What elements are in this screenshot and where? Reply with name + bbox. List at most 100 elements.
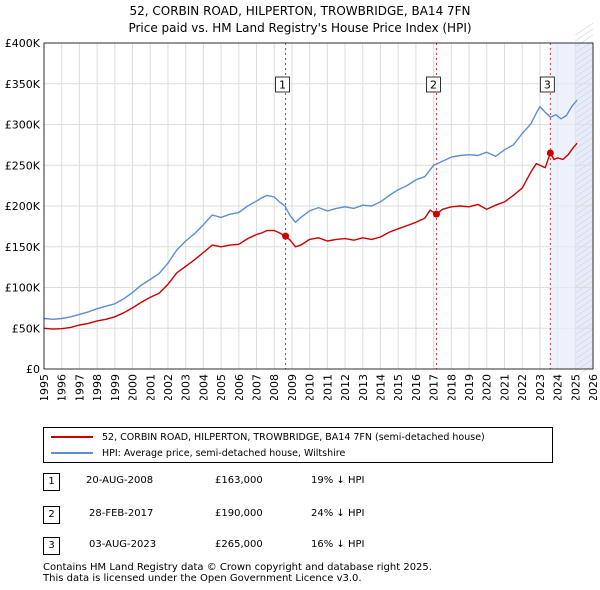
x-tick-label: 2001: [144, 374, 157, 400]
forecast-hatch: [575, 94, 594, 108]
forecast-hatch: [575, 142, 594, 156]
x-tick-label: 1995: [38, 374, 51, 400]
x-tick-label: 2000: [127, 374, 140, 400]
sale-annotation-box: 3: [539, 76, 555, 93]
plot-border: [43, 42, 594, 370]
sale-date: 20-AUG-2008: [86, 475, 154, 486]
x-tick-label: 1997: [73, 374, 86, 400]
annotation-frame: [426, 76, 441, 93]
x-tick-label: 2005: [215, 374, 228, 400]
x-tick-label: 2008: [268, 374, 281, 400]
forecast-hatch: [575, 106, 594, 120]
legend: 52, CORBIN ROAD, HILPERTON, TROWBRIDGE, …: [43, 427, 553, 463]
forecast-hatch: [575, 58, 594, 72]
forecast-hatch: [575, 256, 594, 270]
annotation-frame: [539, 76, 555, 93]
sale-price: £163,000: [215, 475, 263, 486]
sale-date: 03-AUG-2023: [89, 539, 157, 550]
forecast-hatch: [575, 52, 594, 66]
x-tick-label: 2022: [516, 374, 529, 400]
legend-swatch-hpi: [51, 452, 93, 454]
forecast-hatch: [575, 130, 594, 144]
forecast-hatch: [575, 160, 594, 174]
forecast-hatch: [575, 214, 594, 228]
annotation-label: 3: [544, 79, 551, 92]
x-tick-label: 2003: [180, 374, 193, 400]
y-tick-label: £250K: [5, 159, 41, 172]
forecast-hatch: [575, 100, 594, 114]
x-tick-label: 2018: [445, 374, 458, 400]
forecast-hatch: [575, 70, 594, 84]
sale-hpi-diff: 16% ↓ HPI: [311, 539, 365, 550]
forecast-hatch: [575, 28, 594, 42]
sale-date: 28-FEB-2017: [89, 508, 154, 519]
forecast-hatch: [575, 298, 594, 312]
sale-annotation-box: 2: [426, 76, 441, 93]
x-tick-label: 1996: [56, 374, 69, 400]
x-tick-label: 2023: [534, 374, 547, 400]
legend-label-property: 52, CORBIN ROAD, HILPERTON, TROWBRIDGE, …: [102, 431, 485, 443]
forecast-hatch: [575, 304, 594, 318]
forecast-hatch: [575, 178, 594, 192]
forecast-hatch: [575, 202, 594, 216]
x-tick-label: 2025: [569, 374, 582, 400]
forecast-hatch: [575, 352, 594, 366]
forecast-hatch: [575, 274, 594, 288]
forecast-hatch: [575, 268, 594, 282]
forecast-hatch: [575, 76, 594, 90]
price-chart: £0 £50K £100K £150K £200K £250K £300K £350K £400…: [5, 22, 600, 400]
x-tick-label: 2014: [374, 374, 387, 400]
x-tick-label: 2009: [286, 374, 299, 400]
forecast-hatch: [575, 172, 594, 186]
forecast-hatch: [575, 292, 594, 306]
sale-number-badge: 2: [43, 506, 60, 524]
footer-line-licence: This data is licensed under the Open Gov…: [43, 573, 362, 584]
x-tick-label: 2006: [233, 374, 246, 400]
chart-title-address: 52, CORBIN ROAD, HILPERTON, TROWBRIDGE, …: [129, 4, 471, 18]
sale-price: £265,000: [215, 539, 263, 550]
footer-attribution: Contains HM Land Registry data © Crown c…: [43, 562, 432, 584]
x-tick-label: 2020: [481, 374, 494, 400]
sale-number-badge: 1: [43, 473, 60, 491]
x-tick-label: 2002: [162, 374, 175, 400]
forecast-hatch: [575, 220, 594, 234]
x-tick-label: 2019: [463, 374, 476, 400]
forecast-hatch: [575, 88, 594, 102]
forecast-hatch: [575, 328, 594, 342]
sale-hpi-diff: 24% ↓ HPI: [311, 508, 365, 519]
x-tick-label: 2026: [587, 374, 600, 400]
x-tick-label: 2004: [197, 374, 210, 400]
series-line-hpi: [43, 99, 578, 320]
forecast-hatch: [575, 22, 594, 36]
y-tick-label: £350K: [5, 78, 41, 91]
y-tick-label: £300K: [5, 119, 41, 132]
forecast-hatch: [575, 364, 594, 378]
sale-number-badge: 3: [43, 537, 60, 555]
y-tick-label: £400K: [5, 37, 41, 50]
forecast-hatch: [575, 64, 594, 78]
forecast-hatch: [575, 238, 594, 252]
forecast-hatch: [575, 286, 594, 300]
forecast-hatch: [575, 316, 594, 330]
forecast-hatch: [575, 208, 594, 222]
x-tick-label: 2011: [321, 374, 334, 400]
sale-annotation-box: 1: [275, 76, 290, 93]
forecast-hatch: [575, 226, 594, 240]
x-tick-label: 2016: [410, 374, 423, 400]
legend-item-hpi: HPI: Average price, semi-detached house,…: [44, 445, 345, 461]
legend-swatch-property: [51, 436, 93, 438]
forecast-hatch: [575, 232, 594, 246]
forecast-hatch: [575, 190, 594, 204]
x-tick-label: 2017: [428, 374, 441, 400]
x-tick-label: 2015: [392, 374, 405, 400]
forecast-hatch: [575, 166, 594, 180]
sale-hpi-diff: 19% ↓ HPI: [311, 475, 365, 486]
sale-point: [432, 210, 440, 218]
forecast-hatch: [575, 196, 594, 210]
x-tick-label: 1999: [109, 374, 122, 400]
sale-point: [282, 232, 290, 240]
forecast-hatch: [575, 262, 594, 276]
annotation-label: 1: [279, 79, 286, 92]
annotation-frame: [275, 76, 290, 93]
forecast-hatch: [575, 148, 594, 162]
